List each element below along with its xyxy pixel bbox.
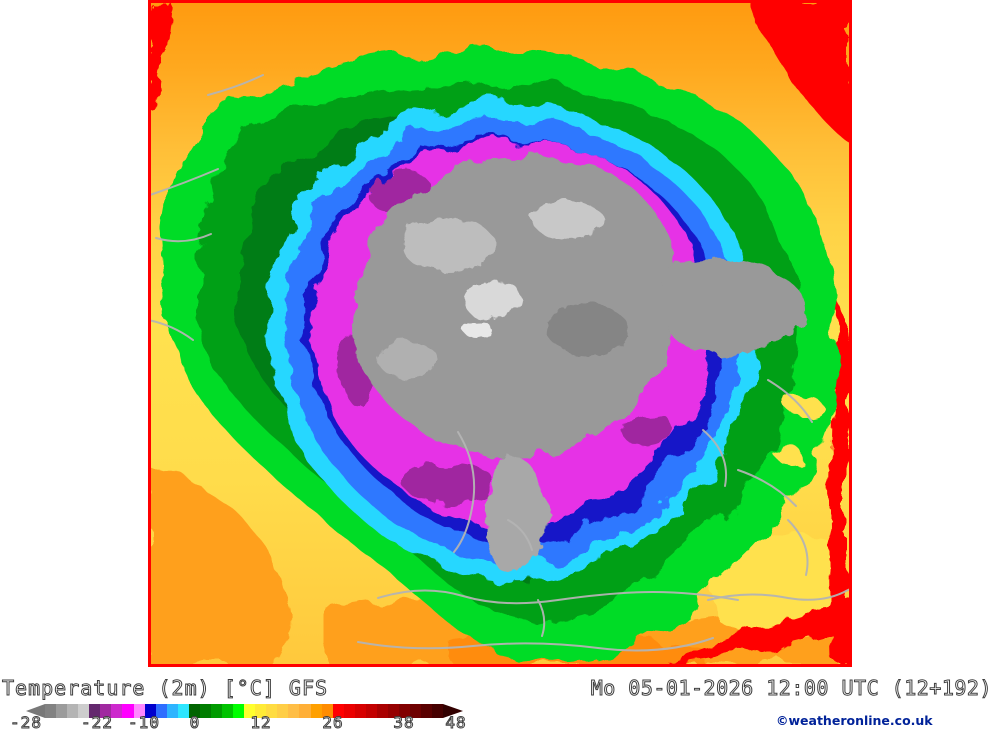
colorbar-segment xyxy=(288,704,300,718)
colorbar-segment xyxy=(155,704,167,718)
map-datetime: Mo 05-01-2026 12:00 UTC (12+192) xyxy=(590,676,992,701)
colorbar-ticks: -28 -22 -10 0 12 26 38 48 xyxy=(0,713,500,733)
scale-tick: 0 xyxy=(189,713,201,733)
colorbar-segment xyxy=(365,704,377,718)
colorbar-segment xyxy=(166,704,178,718)
colorbar-segment xyxy=(332,704,344,718)
scale-tick: 48 xyxy=(445,713,467,733)
colorbar-segment xyxy=(266,704,278,718)
colorbar-right-arrow xyxy=(443,704,463,718)
colorbar-left-arrow xyxy=(26,704,45,718)
colorbar-segment xyxy=(56,704,68,718)
scale-tick: 38 xyxy=(393,713,415,733)
colorbar-segment xyxy=(89,704,101,718)
colorbar-segment xyxy=(321,704,333,718)
copyright-watermark: ©weatheronline.co.uk xyxy=(776,713,933,728)
colorbar-segment xyxy=(177,704,189,718)
colorbar-segment xyxy=(310,704,322,718)
colorbar-segments xyxy=(45,704,444,718)
colorbar-segment xyxy=(410,704,422,718)
colorbar-segment xyxy=(421,704,433,718)
colorbar-segment xyxy=(432,704,444,718)
colorbar-segment xyxy=(210,704,222,718)
temperature-map xyxy=(148,0,852,667)
scale-tick: -10 xyxy=(128,713,160,733)
colorbar-segment xyxy=(222,704,234,718)
colorbar-segment xyxy=(233,704,245,718)
colorbar-segment xyxy=(199,704,211,718)
colorbar-segment xyxy=(376,704,388,718)
colorbar-segment xyxy=(67,704,79,718)
colorbar-segment xyxy=(188,704,200,718)
colorbar-segment xyxy=(255,704,267,718)
coastlines xyxy=(148,74,849,652)
colorbar-segment xyxy=(133,704,145,718)
scale-tick: 26 xyxy=(322,713,344,733)
temperature-map-graphic xyxy=(148,0,852,667)
colorbar-segment xyxy=(387,704,399,718)
colorbar-segment xyxy=(299,704,311,718)
scale-tick: -22 xyxy=(81,713,113,733)
colorbar-segment xyxy=(122,704,134,718)
colorbar-segment xyxy=(343,704,355,718)
colorbar-segment xyxy=(144,704,156,718)
colorbar-segment xyxy=(399,704,411,718)
colorbar-segment xyxy=(78,704,90,718)
colorbar-segment xyxy=(277,704,289,718)
colorbar-segment xyxy=(354,704,366,718)
map-title: Temperature (2m) [°C] GFS xyxy=(1,676,329,701)
colorbar-segment xyxy=(244,704,256,718)
map-border xyxy=(148,0,852,667)
scale-tick: 12 xyxy=(250,713,272,733)
colorbar-segment xyxy=(100,704,112,718)
colorbar-segment xyxy=(45,704,57,718)
colorbar-segment xyxy=(111,704,123,718)
scale-tick: -28 xyxy=(10,713,42,733)
